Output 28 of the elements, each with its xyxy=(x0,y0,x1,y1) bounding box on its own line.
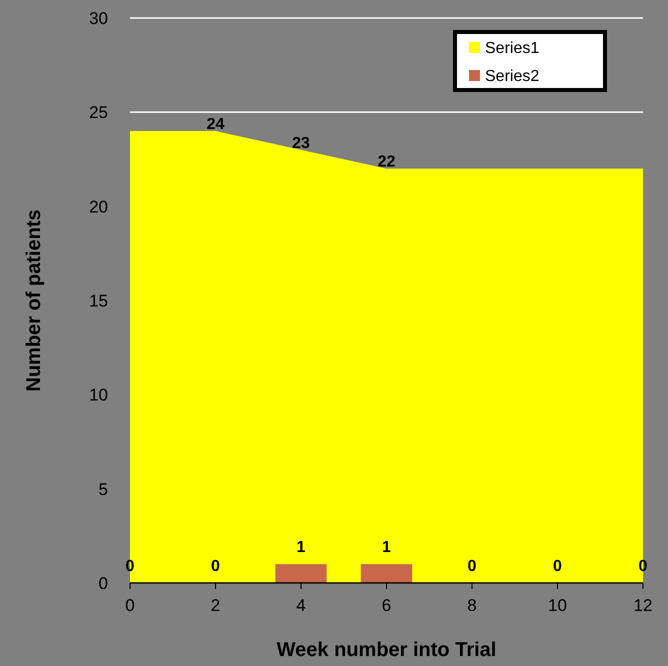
x-tick-label: 10 xyxy=(548,596,567,615)
data-label: 1 xyxy=(296,539,306,556)
x-tick-label: 0 xyxy=(125,596,135,615)
data-label: 0 xyxy=(468,558,477,575)
data-label: 1 xyxy=(382,539,392,556)
x-tick-label: 4 xyxy=(296,596,306,615)
data-label: 0 xyxy=(638,558,648,575)
data-label: 22 xyxy=(378,154,396,171)
x-tick-label: 2 xyxy=(210,596,220,615)
legend-label: Series1 xyxy=(485,40,540,57)
data-label: 0 xyxy=(553,558,562,575)
x-tick-label: 6 xyxy=(382,596,392,615)
y-axis-title: Number of patients xyxy=(23,209,45,392)
y-tick-label: 10 xyxy=(89,386,108,405)
data-label: 0 xyxy=(211,558,220,575)
y-tick-label: 25 xyxy=(89,103,108,122)
y-tick-label: 30 xyxy=(89,9,108,28)
x-tick-label: 12 xyxy=(634,596,652,615)
y-tick-label: 20 xyxy=(89,197,108,216)
x-tick-label: 8 xyxy=(467,596,477,615)
legend-label: Series2 xyxy=(485,68,540,85)
y-tick-label: 0 xyxy=(98,574,108,593)
y-tick-label: 15 xyxy=(89,292,108,310)
data-label: 23 xyxy=(292,134,310,152)
y-tick-label: 5 xyxy=(98,480,108,499)
data-label: 0 xyxy=(126,558,135,575)
data-label: 24 xyxy=(206,116,224,133)
x-axis-title: Week number into Trial xyxy=(276,639,496,661)
